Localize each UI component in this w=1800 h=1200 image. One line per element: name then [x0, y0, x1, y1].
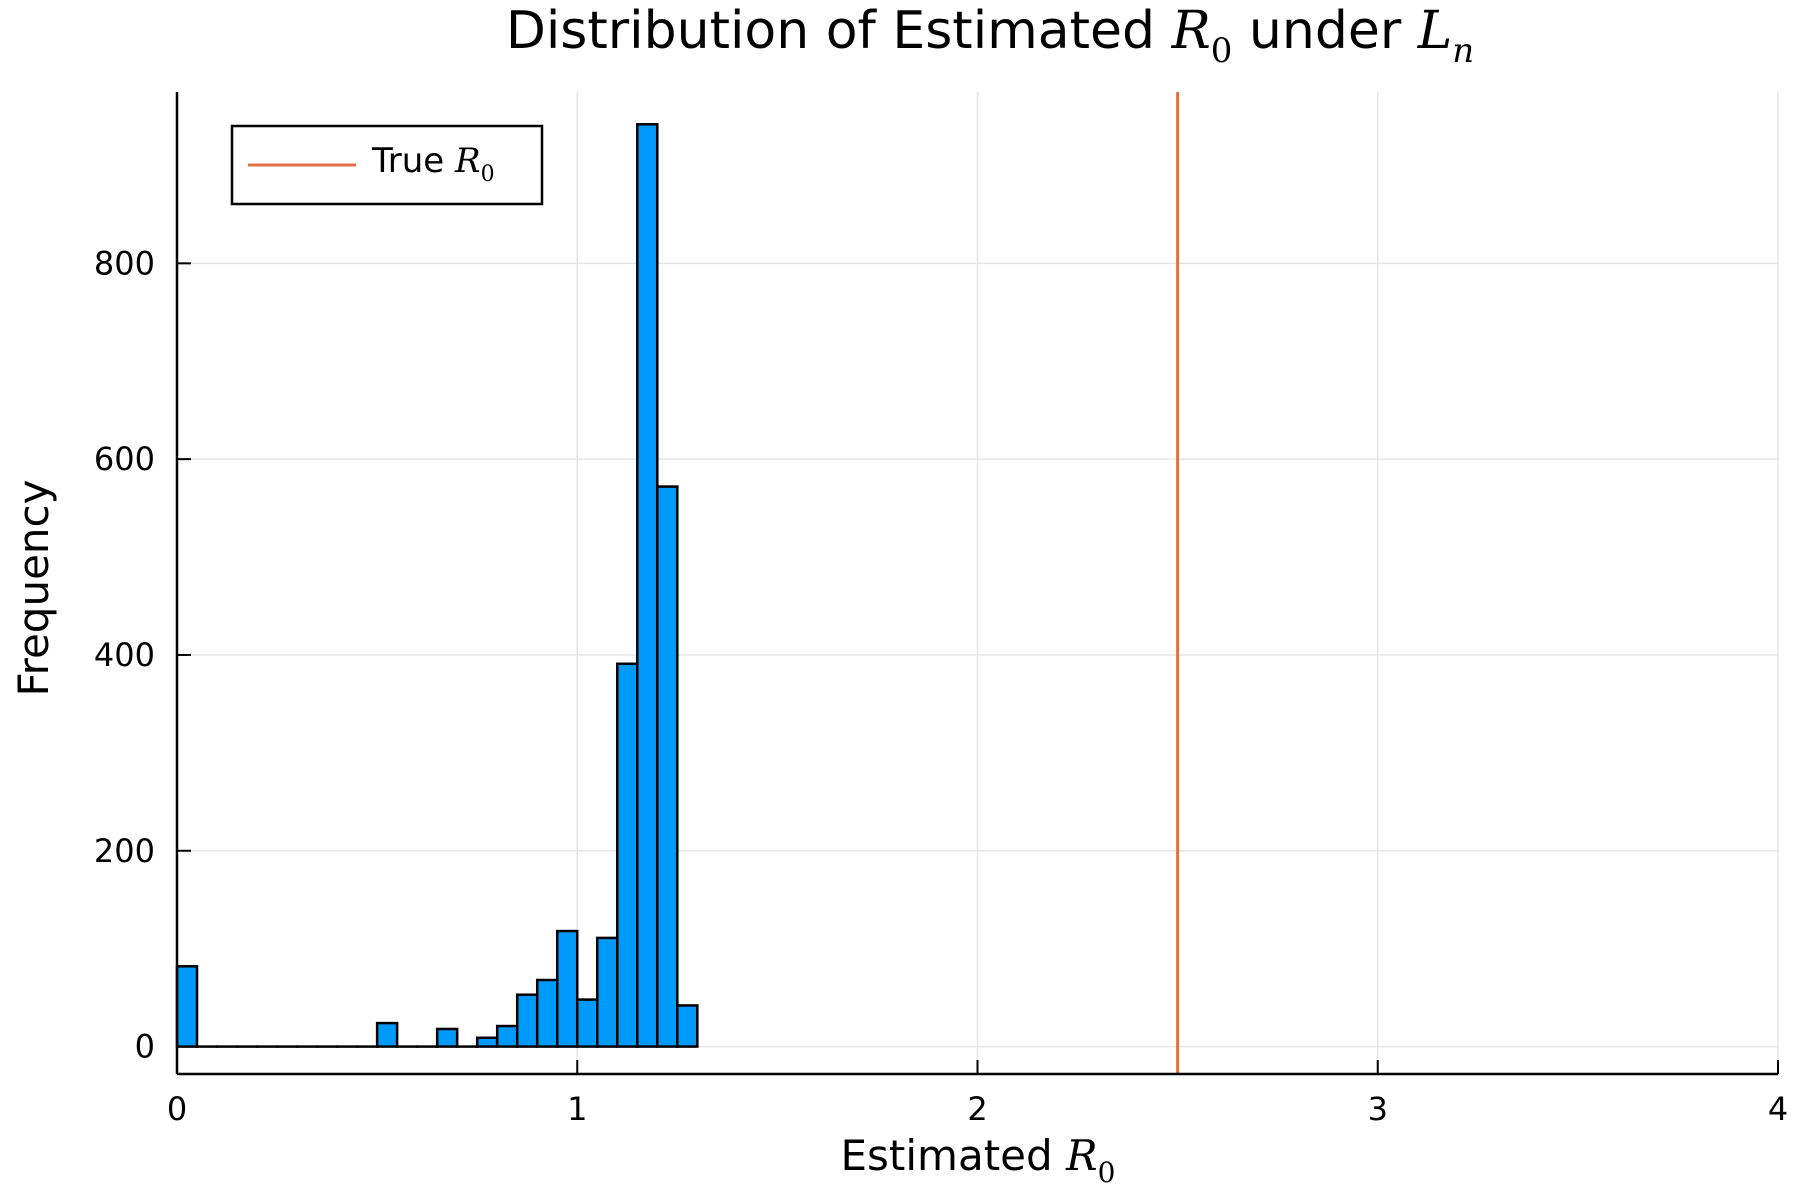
x-tick-label: 1: [567, 1090, 587, 1128]
histogram-bar: [656, 485, 679, 1048]
x-tick-label: 0: [167, 1090, 187, 1128]
histogram-bar: [616, 662, 639, 1048]
axes: 0 1 2 3 4 0 200 400 600 800: [94, 92, 1788, 1128]
histogram-bar: [555, 929, 579, 1048]
y-axis-label: Frequency: [9, 480, 58, 697]
legend: True R0: [230, 124, 544, 206]
x-axis-label: Estimated R0: [841, 1131, 1116, 1189]
y-tick-label: 400: [94, 636, 155, 674]
histogram-bar: [435, 1027, 459, 1048]
histogram-bar: [515, 993, 539, 1048]
grid: [176, 92, 1779, 1074]
y-tick-label: 0: [135, 1028, 155, 1066]
y-tick-label: 200: [94, 832, 155, 870]
histogram-bar: [596, 936, 619, 1048]
chart-title: Distribution of Estimated R0 under Ln: [506, 1, 1474, 71]
histogram-bar: [576, 998, 599, 1048]
histogram-bar: [175, 965, 199, 1048]
x-tick-label: 3: [1368, 1090, 1388, 1128]
x-tick-label: 2: [967, 1090, 987, 1128]
legend-label: True R0: [371, 141, 495, 187]
histogram-bar: [676, 1004, 699, 1048]
histogram-bar: [495, 1024, 519, 1048]
x-tick-label: 4: [1768, 1090, 1788, 1128]
y-tick-label: 800: [94, 244, 155, 282]
y-tick-label: 600: [94, 440, 155, 478]
histogram-bar: [375, 1021, 399, 1048]
bars: [175, 123, 699, 1048]
histogram-bar: [535, 978, 559, 1048]
histogram-bar: [636, 123, 659, 1048]
histogram-bar: [475, 1036, 499, 1048]
